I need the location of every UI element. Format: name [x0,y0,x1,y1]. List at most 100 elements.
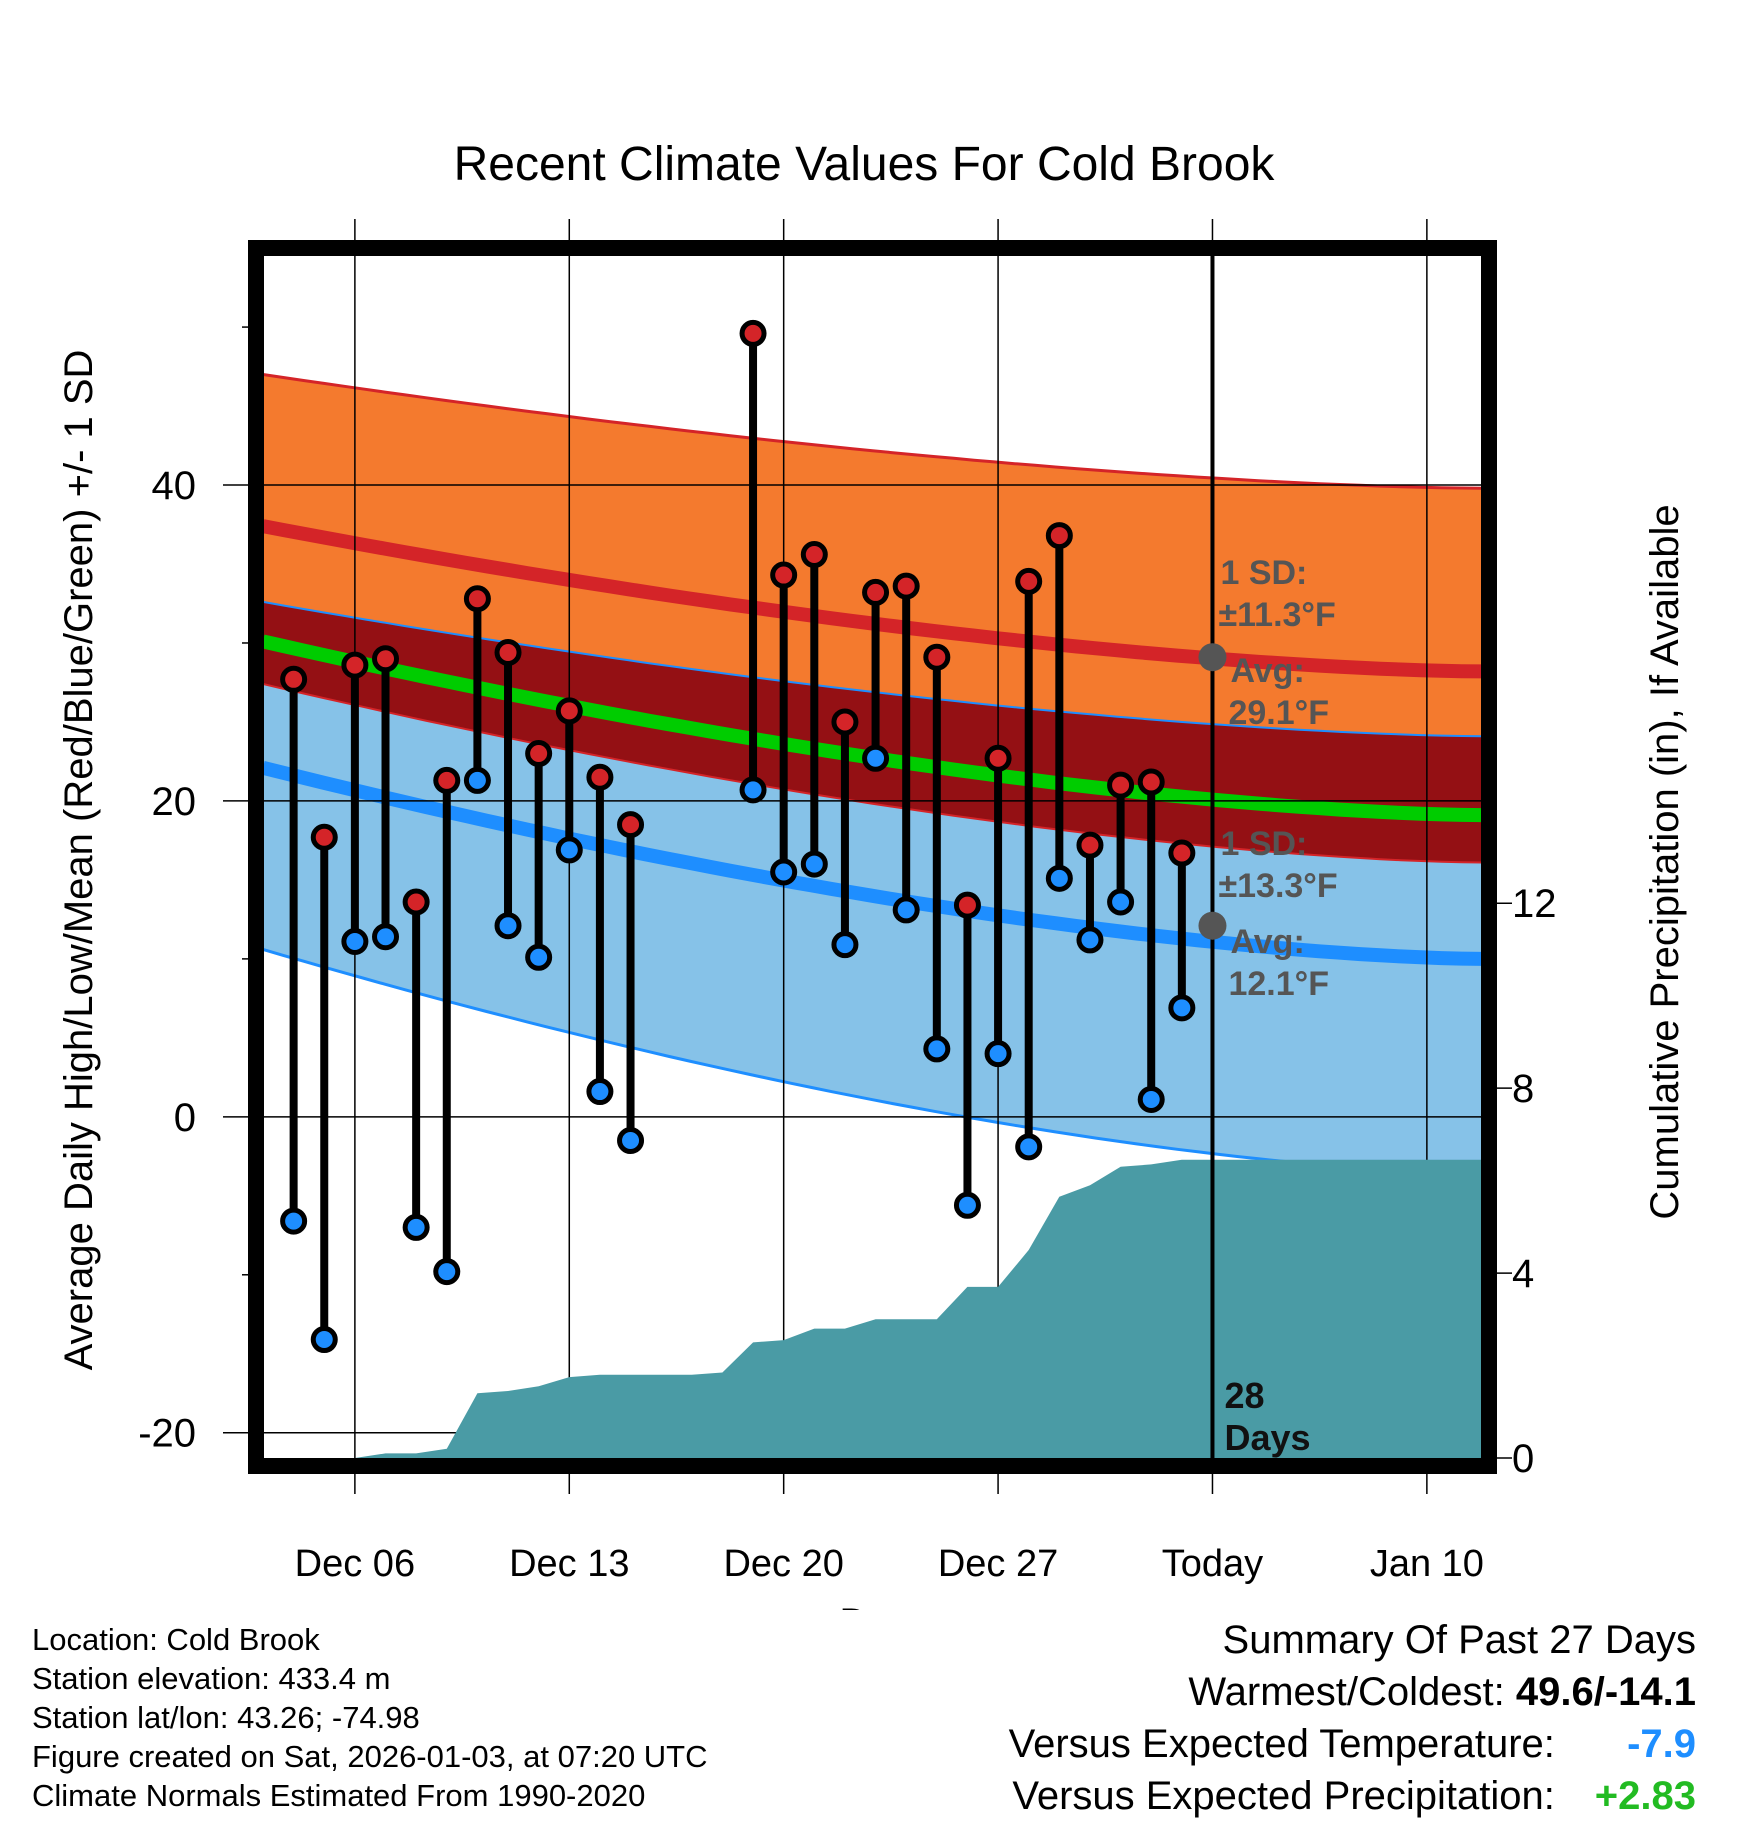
low-temp-point [310,1326,338,1354]
low-sd-title: 1 SD: [1220,825,1307,863]
high-temp-point [341,651,369,679]
low-temp-point [1137,1085,1165,1113]
high-temp-point [739,319,767,347]
high-avg-value: 29.1°F [1228,694,1329,732]
y-right-tick-label: 8 [1512,1067,1534,1111]
x-tick-label: Dec 06 [295,1543,415,1585]
y-left-tick-label: 0 [174,1096,196,1140]
low-temp-point [770,858,798,886]
low-temp-point [984,1040,1012,1068]
low-temp-point [280,1207,308,1235]
high-temp-point [372,645,400,673]
y-left-tick-label: 20 [152,780,197,824]
low-temp-point [341,928,369,956]
normals-text: Climate Normals Estimated From 1990-2020 [32,1778,646,1813]
warm-cold-label: Warmest/Coldest: [1188,1670,1505,1714]
low-temp-point [800,850,828,878]
y-right-tick-label: 0 [1512,1437,1534,1481]
summary-precip: Versus Expected Precipitation: +2.83 [1009,1770,1696,1822]
x-tick-label: Jan 10 [1370,1543,1484,1585]
high-temp-point [280,665,308,693]
high-sd-upper-line [263,373,1482,490]
high-temp-point [586,763,614,791]
days-count: 28 [1224,1375,1264,1416]
low-temp-point [1045,864,1073,892]
temp-label: Versus Expected Temperature: [1008,1722,1555,1766]
high-temp-point [1107,771,1135,799]
low-sd-upper-line [263,683,1482,864]
low-temp-point [1015,1133,1043,1161]
summary-title: Summary Of Past 27 Days [1222,1618,1696,1662]
summary-warm-cold: Warmest/Coldest: 49.6/-14.1 [1009,1666,1696,1718]
low-avg-marker [1198,911,1227,940]
y-left-tick-label: 40 [152,464,197,508]
x-tick-label: Dec 20 [723,1543,843,1585]
high-temp-point [555,697,583,725]
high-avg-title: Avg: [1230,652,1304,690]
elevation-text: Station elevation: 433.4 m [32,1661,391,1696]
summary-temp: Versus Expected Temperature: -7.9 [1009,1718,1696,1770]
high-sd-value: ±11.3°F [1218,596,1335,634]
high-temp-point [1137,768,1165,796]
high-temp-point [953,891,981,919]
low-temp-point [586,1078,614,1106]
precip-area [263,1159,1482,1458]
high-temp-point [984,744,1012,772]
low-temp-point [739,776,767,804]
low-temp-point [433,1258,461,1286]
high-temp-point [862,578,890,606]
x-axis-label: Day [839,1601,910,1610]
high-sd-title: 1 SD: [1220,554,1307,592]
climate-chart: Recent Climate Values For Cold Brook 1 S… [57,138,1687,1610]
low-sd-value: ±13.3°F [1218,867,1337,905]
high-temp-point [1045,522,1073,550]
low-temp-point [953,1191,981,1219]
low-avg-value: 12.1°F [1228,965,1329,1003]
precip-label: Versus Expected Precipitation: [1012,1774,1555,1818]
chart-title: Recent Climate Values For Cold Brook [454,138,1276,191]
y-right-tick-label: 12 [1512,882,1557,926]
low-temp-point [402,1213,430,1241]
low-temp-point [494,912,522,940]
warm-cold-value: 49.6/-14.1 [1515,1670,1696,1714]
high-temp-point [402,888,430,916]
latlon-text: Station lat/lon: 43.26; -74.98 [32,1700,420,1735]
x-tick-label: Dec 13 [509,1543,629,1585]
high-temp-point [617,811,645,839]
low-temp-point [463,766,491,794]
x-tick-label: Today [1162,1543,1263,1585]
plot-frame [248,240,1497,1474]
high-temp-point [831,708,859,736]
temp-value: -7.9 [1627,1722,1696,1766]
x-tick-label: Dec 27 [938,1543,1058,1585]
created-text: Figure created on Sat, 2026-01-03, at 07… [32,1739,708,1774]
low-temp-point [1076,926,1104,954]
y-right-axis-label: Cumulative Precipitation (in), If Availa… [1643,504,1687,1219]
low-temp-point [372,923,400,951]
low-temp-point [892,896,920,924]
low-temp-point [1168,994,1196,1022]
low-temp-point [1107,888,1135,916]
y-left-tick-label: -20 [138,1412,196,1456]
high-temp-point [800,541,828,569]
low-temp-point [555,836,583,864]
low-temp-point [525,943,553,971]
high-temp-point [463,585,491,613]
high-temp-point [923,643,951,671]
location-text: Location: Cold Brook [32,1622,320,1657]
y-right-tick-label: 4 [1512,1252,1534,1296]
low-temp-point [923,1035,951,1063]
low-temp-point [617,1127,645,1155]
high-temp-point [310,823,338,851]
high-temp-point [770,561,798,589]
high-temp-point [1015,567,1043,595]
y-left-axis-label: Average Daily High/Low/Mean (Red/Blue/Gr… [57,350,101,1371]
high-temp-point [525,740,553,768]
high-sd-band [263,374,1482,737]
precip-value: +2.83 [1594,1774,1696,1818]
high-temp-point [1168,839,1196,867]
low-temp-point [862,744,890,772]
high-temp-point [1076,831,1104,859]
high-temp-point [433,766,461,794]
station-info: Location: Cold Brook Station elevation: … [32,1620,708,1815]
